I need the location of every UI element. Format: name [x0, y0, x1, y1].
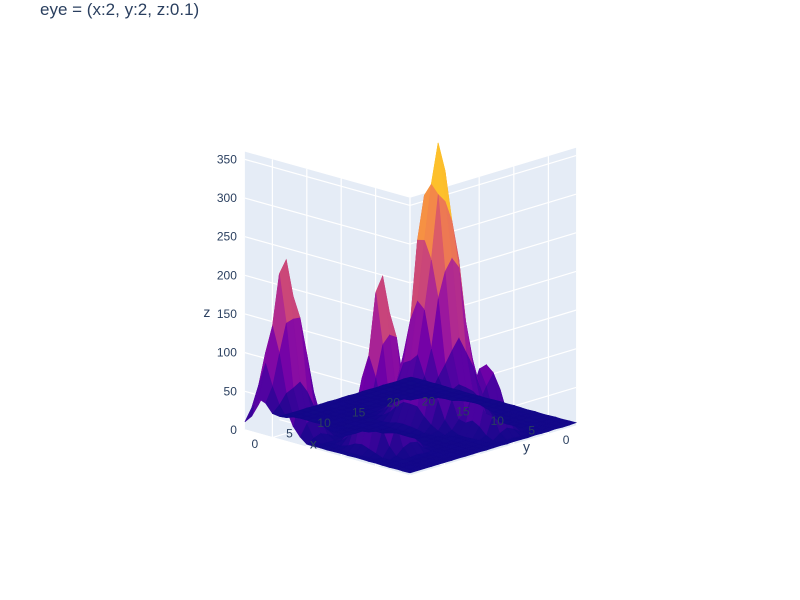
y-tick-label: 10 [491, 414, 505, 428]
y-tick-label: 15 [456, 404, 470, 418]
y-tick-label: 5 [528, 423, 535, 437]
x-axis-title: x [310, 435, 317, 451]
y-tick-label: 0 [563, 433, 570, 447]
z-tick-label: 0 [230, 423, 237, 437]
z-tick-label: 350 [217, 152, 237, 166]
z-tick-label: 300 [217, 191, 237, 205]
z-tick-label: 100 [217, 346, 237, 360]
x-tick-label: 10 [317, 416, 331, 430]
x-axis-ticks: 0 5 10 15 20 [252, 395, 401, 451]
x-tick-label: 20 [387, 395, 401, 409]
chart-title: eye = (x:2, y:2, z:0.1) [40, 0, 200, 19]
surface-cell [402, 376, 419, 382]
z-axis-title: z [203, 304, 210, 320]
surface-mesh[interactable] [244, 142, 578, 474]
y-axis-title: y [523, 438, 530, 454]
z-tick-label: 150 [217, 307, 237, 321]
z-axis-ticks: 0 50 100 150 200 250 300 350 [217, 152, 237, 437]
x-tick-label: 15 [352, 406, 366, 420]
z-tick-label: 50 [224, 384, 238, 398]
y-axis-ticks: 0 5 10 15 20 [422, 395, 570, 447]
x-tick-label: 5 [286, 427, 293, 441]
z-tick-label: 200 [217, 268, 237, 282]
z-tick-label: 250 [217, 230, 237, 244]
x-tick-label: 0 [252, 437, 259, 451]
y-tick-label: 20 [422, 395, 436, 409]
